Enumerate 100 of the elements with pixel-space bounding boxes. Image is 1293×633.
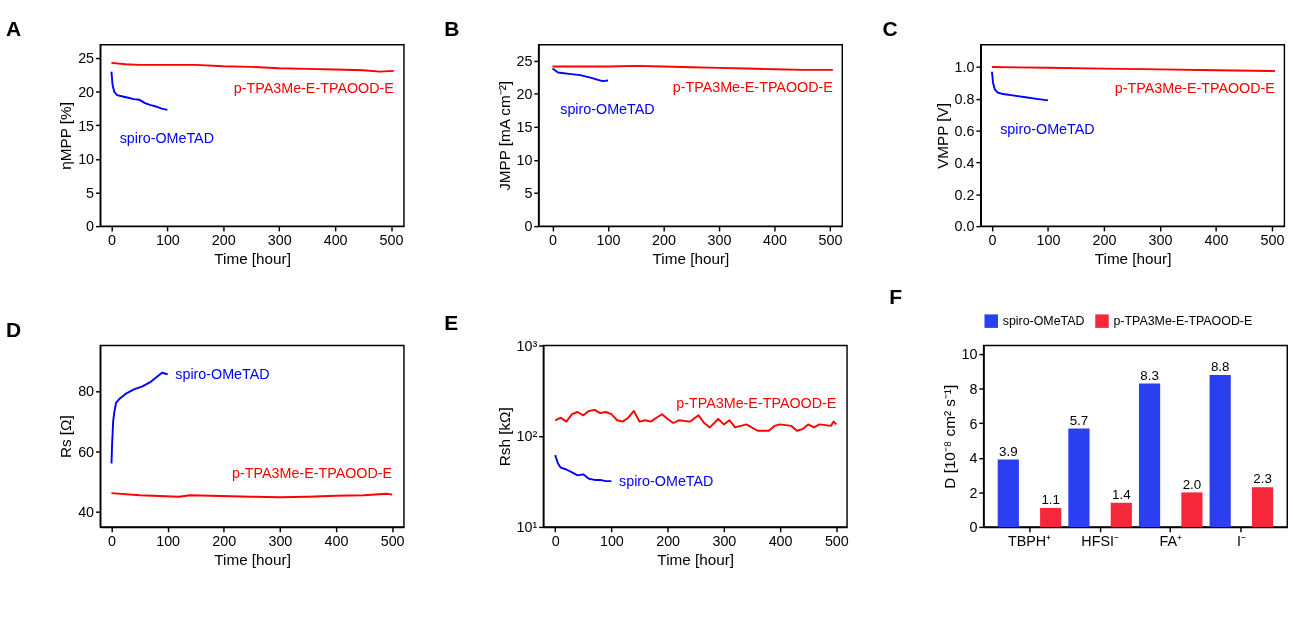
y-tick-label: 40 [78,504,95,521]
data-label: 1.4 [1112,486,1132,502]
x-tick-label: 0 [548,231,557,248]
line-series [551,67,609,83]
line-series [110,61,395,73]
y-tick-label: 60 [78,443,95,460]
series-label: p-TPA3Me-E-TPAOOD-E [233,79,394,96]
line-series [554,454,613,483]
series-label: p-TPA3Me-E-TPAOOD-E [1114,79,1275,96]
bar [1251,487,1274,527]
y-tick-label: 15 [516,119,533,136]
y-axis-title: Rsh [kΩ] [495,407,513,467]
y-tick-label: 5 [86,184,95,201]
x-tick-label: HFSI⁻ [1081,532,1119,549]
legend-label: p-TPA3Me-E-TPAOOD-E [1113,313,1253,328]
y-tick-label: 0.0 [954,218,975,235]
data-label: 8.3 [1140,367,1159,383]
bar [1068,428,1090,527]
x-tick-label: 500 [380,532,405,549]
x-tick-label: 400 [768,532,793,549]
y-tick-label: 10¹ [516,519,538,536]
x-axis-title: Time [hour] [214,249,291,267]
x-tick-label: 500 [379,231,404,248]
x-tick-label: 200 [1092,231,1117,248]
series-label: spiro-OMeTAD [175,366,270,383]
y-tick-label: 0 [524,218,533,235]
y-tick-label: 25 [516,52,533,69]
y-axis-title: Rs [Ω] [57,415,75,459]
line-series [110,371,169,465]
x-tick-label: 0 [107,231,116,248]
x-tick-label: 200 [656,532,681,549]
series-label: p-TPA3Me-E-TPAOOD-E [676,395,837,412]
y-tick-label: 2 [969,484,978,501]
x-tick-label: 200 [211,231,236,248]
y-tick-label: 20 [78,84,95,101]
data-label: 5.7 [1069,412,1089,428]
bar [1040,507,1062,527]
series-label: spiro-OMeTAD [1000,120,1095,137]
x-tick-label: 0 [107,532,116,549]
y-tick-label: 0.8 [954,91,975,108]
x-tick-label: 500 [818,231,843,248]
data-label: 3.9 [999,443,1018,459]
y-tick-label: 15 [78,117,95,134]
data-label: 2.0 [1182,476,1202,492]
x-tick-label: 300 [712,532,737,549]
line-series [110,70,169,111]
x-axis-title: Time [hour] [652,249,730,267]
x-tick-label: 300 [267,231,292,248]
y-tick-label: 25 [78,50,95,67]
bar [1209,374,1231,527]
x-tick-label: 300 [707,231,732,248]
bar [1110,502,1132,527]
y-tick-label: 0 [86,218,95,235]
chart-title: C [882,17,898,41]
y-tick-label: 5 [524,185,533,202]
x-tick-label: 100 [1036,231,1061,248]
line-series [990,70,1049,102]
x-tick-label: 100 [599,532,624,549]
y-tick-label: 1.0 [954,59,975,76]
x-tick-label: 200 [652,231,676,248]
text: spiro-OMeTAD [119,130,215,147]
y-tick-label: 0.6 [954,122,975,139]
y-tick-label: 10 [516,152,533,169]
y-axis-title: JMPP [mA cm⁻²] [495,80,513,191]
x-tick-label: 0 [988,231,997,248]
x-axis-title: Time [hour] [1094,249,1172,267]
x-tick-label: 100 [155,231,180,248]
bar [1181,492,1203,527]
chart-title: B [444,17,460,41]
chart-title: E [444,311,459,335]
x-tick-label: I⁻ [1236,532,1246,549]
y-tick-label: 0.4 [954,154,975,171]
x-tick-label: 300 [1148,231,1173,248]
chart-title: D [6,317,22,341]
x-tick-label: 100 [156,532,181,549]
x-tick-label: 100 [596,231,621,248]
y-axis-title: D [10⁻⁸ cm² s⁻¹] [940,384,958,489]
x-tick-label: 500 [824,532,849,549]
data-label: 2.3 [1253,471,1272,487]
x-tick-label: 500 [1260,231,1285,248]
y-axis-title: ηMPP [%] [57,102,75,170]
x-axis-title: Time [hour] [657,550,734,568]
y-tick-label: 20 [516,85,533,102]
y-tick-label: 0 [969,519,978,536]
y-axis-title: VMPP [V] [933,102,951,169]
x-tick-label: FA⁺ [1159,532,1182,549]
x-tick-label: 400 [763,231,787,248]
y-tick-label: 10 [78,151,95,168]
series-label: spiro-OMeTAD [619,472,714,489]
x-tick-label: 0 [551,532,560,549]
data-label: 1.1 [1041,492,1060,508]
x-tick-label: 300 [268,532,293,549]
x-tick-label: 400 [1204,231,1229,248]
series-label: p-TPA3Me-E-TPAOOD-E [672,78,833,95]
data-label: 8.8 [1210,359,1230,375]
series-label: spiro-OMeTAD [560,100,655,117]
y-tick-label: 0.2 [954,186,975,203]
series-label: p-TPA3Me-E-TPAOOD-E [232,465,393,482]
y-tick-label: 10 [961,346,978,363]
bar [1138,383,1161,527]
